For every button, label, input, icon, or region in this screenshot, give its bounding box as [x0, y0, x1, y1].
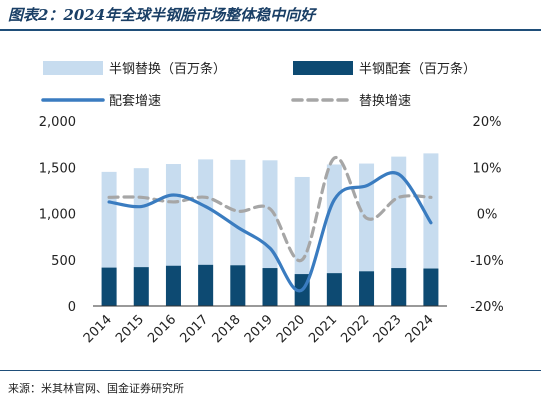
bar-oe-2015	[133, 267, 149, 306]
figure-source: 来源：米其林官网、国金证券研究所	[8, 382, 184, 395]
bar-oe-2017	[198, 264, 214, 306]
x-tick-label-2016: 2016	[145, 312, 179, 346]
bar-oe-2021	[326, 273, 342, 306]
x-tick-label-2018: 2018	[210, 312, 244, 346]
bar-oe-2023	[391, 268, 407, 306]
y-left-tick-label: 1,000	[39, 208, 76, 223]
legend-label-1: 半钢替换（百万条）	[109, 61, 226, 77]
bar-replacement-2020	[294, 176, 310, 306]
title-divider	[0, 29, 541, 31]
bar-oe-2019	[262, 268, 278, 306]
legend-swatch-2	[293, 61, 353, 75]
bar-oe-2018	[230, 265, 246, 306]
legend-label-4: 替换增速	[359, 94, 411, 109]
x-tick-label-2020: 2020	[274, 312, 308, 346]
bar-oe-2024	[423, 268, 439, 306]
legend-swatch-1	[43, 61, 103, 75]
bar-replacement-2024	[423, 153, 439, 306]
x-tick-label-2019: 2019	[242, 312, 276, 346]
x-tick-label-2015: 2015	[113, 312, 147, 346]
bar-oe-2022	[359, 271, 375, 306]
x-tick-label-2017: 2017	[177, 312, 211, 346]
bar-replacement-2021	[326, 164, 342, 306]
y-right-tick-label: 0%	[477, 208, 498, 223]
x-tick-label-2021: 2021	[306, 312, 340, 346]
figure-title: 图表2：2024年全球半钢胎市场整体稳中向好	[8, 6, 316, 24]
legend-label-2: 半钢配套（百万条）	[359, 61, 476, 77]
y-right-tick-label: 10%	[473, 161, 502, 176]
legend-label-3: 配套增速	[109, 93, 161, 109]
bar-oe-2016	[165, 265, 181, 306]
y-right-tick-label: -10%	[470, 254, 504, 269]
y-left-tick-label: 0	[68, 300, 76, 315]
y-right-tick-label: 20%	[473, 115, 502, 130]
bar-replacement-2022	[359, 163, 375, 306]
x-tick-label-2024: 2024	[403, 312, 437, 346]
source-divider	[0, 370, 541, 371]
y-right-tick-label: -20%	[470, 300, 504, 315]
x-tick-label-2014: 2014	[81, 312, 115, 346]
y-left-tick-label: 2,000	[39, 115, 76, 130]
bar-oe-2014	[101, 267, 117, 306]
y-left-tick-label: 1,500	[39, 161, 76, 176]
line-oe-growth	[107, 171, 433, 293]
x-tick-label-2023: 2023	[371, 312, 405, 346]
x-tick-label-2022: 2022	[338, 312, 372, 346]
line-replacement-growth	[107, 156, 433, 263]
y-left-tick-label: 500	[51, 254, 76, 269]
